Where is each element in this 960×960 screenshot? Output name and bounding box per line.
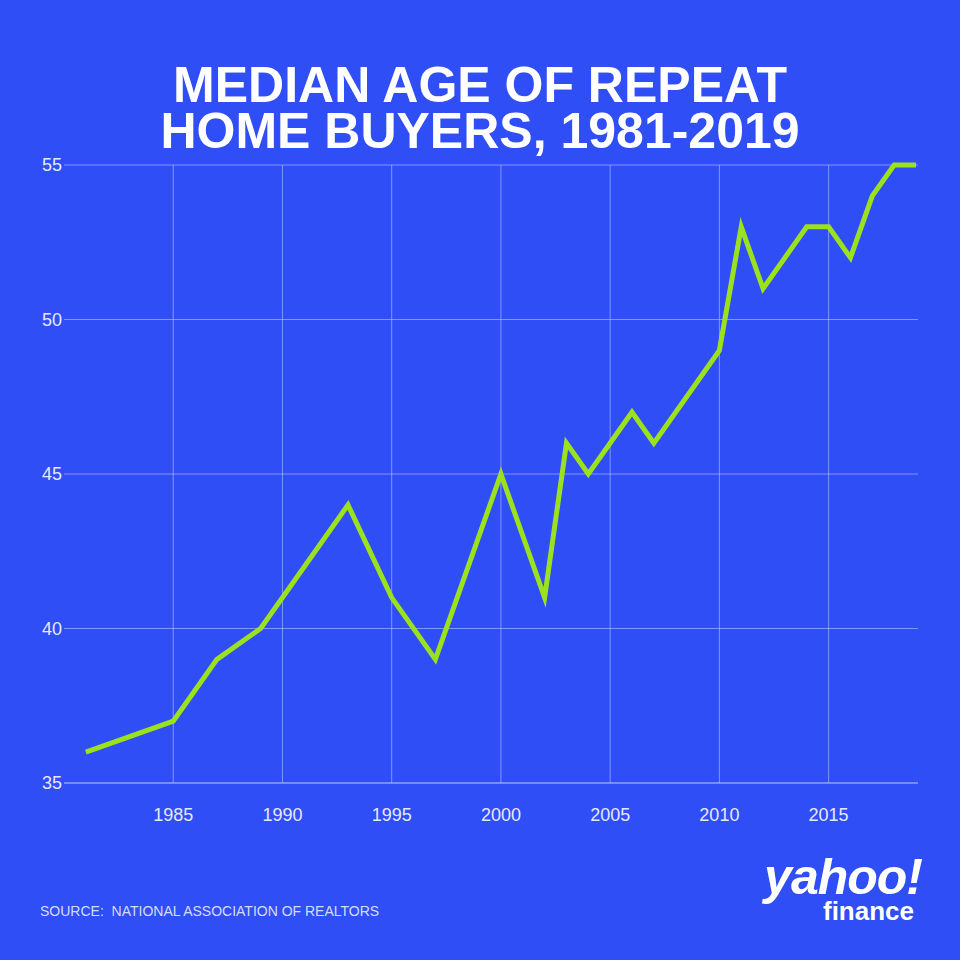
brand-sub: finance	[823, 897, 914, 925]
grid-line-x	[282, 165, 283, 783]
grid-line-y	[64, 783, 918, 784]
y-tick-label: 45	[42, 464, 62, 484]
x-tick-label: 1995	[372, 805, 412, 825]
x-tick-label: 2000	[481, 805, 521, 825]
title: MEDIAN AGE OF REPEAT HOME BUYERS, 1981-2…	[130, 62, 830, 154]
source: SOURCE: NATIONAL ASSOCIATION OF REALTORS	[40, 903, 379, 919]
y-tick-label: 35	[42, 773, 62, 793]
grid-line-y	[64, 319, 918, 320]
grid-line-x	[828, 165, 829, 783]
x-tick-label: 1985	[153, 805, 193, 825]
y-tick-label: 40	[42, 619, 62, 639]
x-tick-label: 2015	[809, 805, 849, 825]
grid-line-y	[64, 474, 918, 475]
grid-line-x	[173, 165, 174, 783]
x-axis-line	[64, 783, 918, 784]
x-tick-label: 2005	[590, 805, 630, 825]
brand: yahoo!	[764, 852, 922, 902]
plot-area	[86, 165, 916, 752]
grid-line-x	[610, 165, 611, 783]
data-line	[86, 165, 916, 752]
x-tick-label: 2010	[699, 805, 739, 825]
grid-line-x	[719, 165, 720, 783]
x-tick-label: 1990	[262, 805, 302, 825]
y-tick-label: 50	[42, 310, 62, 330]
y-tick-label: 55	[42, 155, 62, 175]
chart: 35 40 45 50 55 1985 1990 1995 2000 2005 2010 2015	[0, 0, 960, 960]
grid-line-y	[64, 628, 918, 629]
grid-line-y	[64, 165, 918, 166]
grid-line-x	[391, 165, 392, 783]
